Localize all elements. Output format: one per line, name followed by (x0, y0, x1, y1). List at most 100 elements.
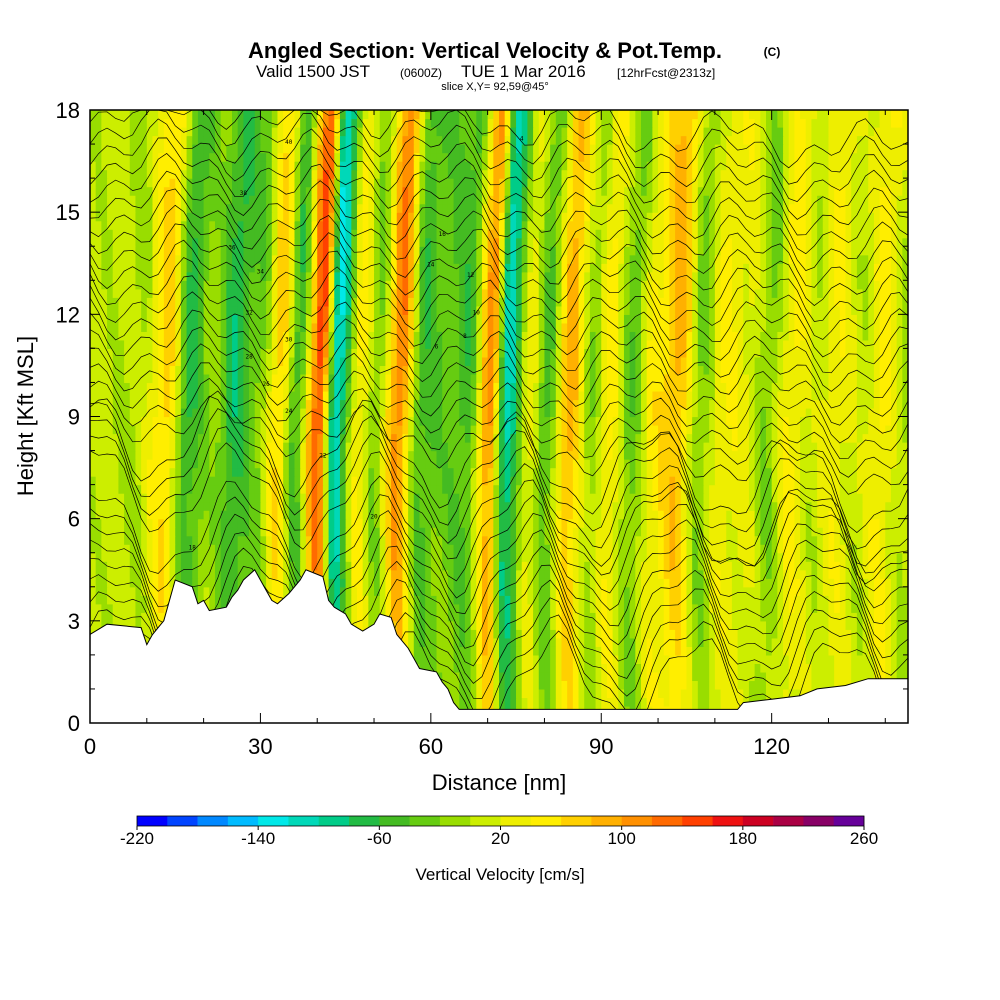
velocity-cell (834, 637, 841, 647)
velocity-cell (720, 680, 727, 690)
velocity-cell (328, 442, 335, 452)
velocity-cell (623, 697, 631, 707)
velocity-cell (527, 620, 534, 630)
velocity-cell (550, 561, 557, 571)
velocity-cell (419, 629, 426, 639)
velocity-cell (862, 654, 869, 664)
velocity-cell (436, 484, 443, 494)
velocity-cell (527, 544, 534, 554)
velocity-cell (521, 586, 528, 596)
velocity-cell (356, 603, 364, 613)
velocity-cell (533, 467, 540, 477)
velocity-cell (232, 459, 239, 469)
velocity-cell (879, 467, 886, 477)
velocity-cell (805, 476, 813, 486)
velocity-cell (572, 697, 580, 707)
velocity-cell (612, 433, 619, 443)
velocity-cell (834, 544, 841, 554)
velocity-cell (464, 578, 472, 588)
velocity-cell (839, 450, 847, 460)
velocity-cell (760, 578, 767, 588)
velocity-cell (658, 663, 665, 673)
velocity-cell (731, 569, 739, 579)
velocity-cell (442, 467, 449, 477)
velocity-cell (158, 552, 165, 562)
velocity-cell (635, 535, 642, 545)
velocity-cell (578, 518, 585, 528)
velocity-cell (453, 569, 460, 579)
velocity-cell (567, 578, 574, 588)
velocity-cell (317, 552, 324, 562)
velocity-cell (141, 425, 148, 435)
velocity-cell (828, 569, 835, 579)
velocity-cell (601, 484, 608, 494)
velocity-cell (641, 646, 648, 656)
velocity-cell (300, 476, 307, 486)
velocity-cell (533, 688, 540, 699)
velocity-cell (288, 459, 296, 469)
velocity-cell (521, 569, 528, 579)
velocity-cell (788, 433, 795, 443)
velocity-cell (578, 484, 585, 494)
velocity-cell (95, 561, 102, 571)
velocity-cell (737, 671, 744, 682)
velocity-cell (817, 569, 824, 579)
velocity-cell (555, 459, 563, 469)
velocity-cell (203, 442, 210, 452)
velocity-cell (726, 671, 733, 682)
velocity-cell (516, 654, 523, 664)
velocity-cell (720, 586, 727, 596)
velocity-cell (896, 603, 903, 613)
velocity-cell (737, 663, 744, 673)
velocity-cell (220, 544, 227, 554)
velocity-cell (499, 450, 506, 460)
velocity-cell (504, 442, 511, 452)
velocity-cell (561, 484, 568, 494)
velocity-cell (180, 569, 188, 579)
velocity-cell (510, 527, 517, 537)
velocity-cell (90, 510, 97, 520)
velocity-cell (90, 620, 97, 630)
velocity-cell (765, 612, 773, 622)
velocity-cell (686, 467, 693, 477)
velocity-cell (697, 510, 705, 520)
velocity-cell (635, 442, 642, 452)
velocity-cell (555, 510, 563, 520)
velocity-cell (578, 459, 585, 469)
velocity-cell (175, 527, 182, 537)
velocity-cell (317, 535, 324, 545)
velocity-cell (135, 544, 142, 554)
velocity-cell (686, 637, 693, 647)
velocity-cell (260, 518, 267, 528)
velocity-cell (595, 433, 602, 443)
velocity-cell (669, 595, 676, 605)
velocity-cell (118, 484, 125, 494)
velocity-cell (692, 459, 699, 469)
velocity-cell (533, 578, 540, 588)
velocity-cell (254, 433, 262, 443)
velocity-cell (368, 561, 375, 571)
velocity-cell (675, 433, 682, 443)
velocity-cell (561, 578, 568, 588)
velocity-cell (589, 561, 597, 571)
velocity-cell (561, 442, 568, 452)
velocity-cell (822, 433, 830, 443)
velocity-cell (828, 484, 835, 494)
velocity-cell (584, 646, 591, 656)
velocity-cell (470, 603, 477, 613)
velocity-cell (533, 527, 540, 537)
velocity-cell (851, 476, 858, 486)
velocity-cell (658, 578, 665, 588)
velocity-cell (356, 535, 364, 545)
velocity-cell (550, 518, 557, 528)
velocity-cell (129, 425, 137, 435)
velocity-cell (692, 552, 699, 562)
velocity-cell (862, 544, 869, 554)
velocity-cell (447, 569, 455, 579)
velocity-cell (419, 518, 426, 528)
velocity-cell (90, 459, 97, 469)
velocity-cell (839, 671, 847, 682)
velocity-cell (828, 552, 835, 562)
velocity-cell (118, 425, 125, 435)
velocity-cell (885, 527, 892, 537)
